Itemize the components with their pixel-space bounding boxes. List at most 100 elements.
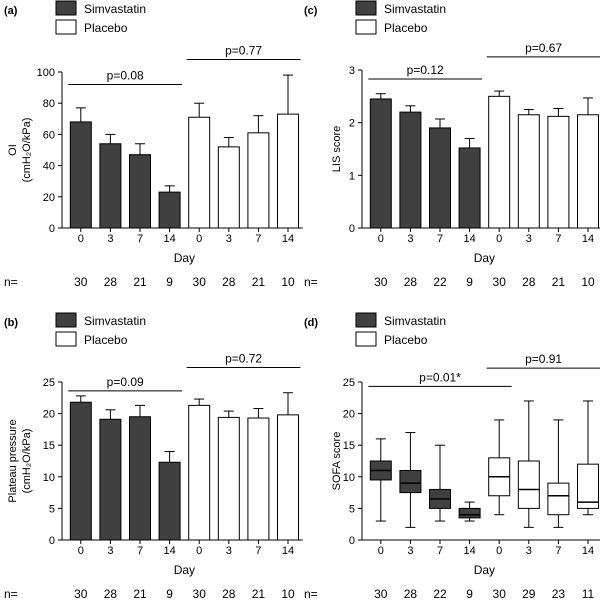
n-value: 9 — [466, 587, 473, 600]
p-value-label: p=0.09 — [107, 375, 144, 389]
y-tick-label: 0 — [349, 535, 355, 547]
y-tick-label: 0 — [349, 223, 355, 235]
x-tick-label: 14 — [163, 233, 175, 245]
y-axis-label: (cmH₂O/kPa) — [21, 118, 33, 183]
n-value: 30 — [374, 587, 388, 600]
x-tick-label: 3 — [107, 545, 113, 557]
x-tick-label: 0 — [196, 233, 202, 245]
n-value: 9 — [166, 275, 173, 289]
x-tick-label: 0 — [378, 545, 384, 557]
y-tick-label: 1 — [349, 170, 355, 182]
n-value: 30 — [74, 275, 88, 289]
y-tick-label: 60 — [43, 129, 55, 141]
x-tick-label: 0 — [78, 545, 84, 557]
n-value: 10 — [581, 275, 595, 289]
x-tick-label: 14 — [463, 233, 475, 245]
box-placebo-day-3 — [517, 460, 540, 509]
y-tick-label: 25 — [43, 377, 55, 389]
n-value: 22 — [433, 275, 447, 289]
legend-item-placebo: Placebo — [84, 333, 128, 347]
n-label: n= — [4, 275, 18, 289]
y-tick-label: 3 — [349, 65, 355, 77]
panel-d-sofa-score: (d) Simvastatin Placebo 0 5 10 15 20 25 SOFA scor… — [304, 312, 600, 600]
legend-item-simvastatin: Simvastatin — [384, 314, 446, 328]
bar-simvastatin-day-3 — [99, 143, 122, 229]
box-placebo-day-14 — [577, 463, 599, 509]
bar-simvastatin-day-7 — [129, 154, 151, 229]
bar-simvastatin-day-7 — [129, 416, 151, 541]
y-tick-label: 10 — [43, 472, 55, 484]
bar-simvastatin-day-14 — [458, 147, 481, 229]
x-axis-label: Day — [174, 563, 195, 577]
n-value: 30 — [493, 587, 507, 600]
p-value-label: p=0.91 — [525, 352, 562, 366]
n-value: 22 — [433, 587, 447, 600]
x-tick-label: 3 — [407, 545, 413, 557]
bar-simvastatin-day-0 — [69, 401, 92, 541]
x-tick-label: 14 — [582, 233, 594, 245]
y-axis-label: (cmH₂O/kPa) — [21, 429, 33, 494]
n-value: 28 — [404, 587, 418, 600]
bar-simvastatin-day-14 — [158, 191, 181, 229]
n-label: n= — [304, 587, 318, 600]
n-value: 28 — [104, 275, 118, 289]
p-value-label: p=0.72 — [225, 351, 262, 365]
x-tick-label: 0 — [378, 233, 384, 245]
box-placebo-day-7 — [547, 482, 570, 516]
x-tick-label: 3 — [107, 233, 113, 245]
y-tick-label: 2 — [349, 118, 355, 130]
n-value: 10 — [281, 275, 295, 289]
panel-letter: (b) — [4, 317, 18, 329]
n-value: 30 — [74, 587, 88, 600]
y-tick-label: 25 — [343, 377, 355, 389]
y-tick-label: 10 — [343, 472, 355, 484]
bar-placebo-day-7 — [247, 132, 270, 229]
bar-placebo-day-0 — [188, 116, 211, 229]
x-tick-label: 3 — [526, 233, 532, 245]
n-value: 21 — [133, 275, 147, 289]
bar-placebo-day-14 — [577, 114, 599, 229]
y-axis-label: LIS score — [331, 126, 343, 172]
x-tick-label: 7 — [555, 233, 561, 245]
legend-item-simvastatin-swatch — [55, 312, 77, 328]
legend-item-placebo-swatch — [55, 331, 77, 347]
bar-simvastatin-day-7 — [429, 127, 451, 229]
x-tick-label: 7 — [437, 545, 443, 557]
y-tick-label: 15 — [43, 440, 55, 452]
bar-simvastatin-day-0 — [69, 121, 92, 229]
n-value: 30 — [193, 587, 207, 600]
x-axis-label: Day — [174, 251, 195, 265]
y-axis-label: Plateau pressure — [7, 419, 19, 502]
y-tick-label: 0 — [49, 535, 55, 547]
x-tick-label: 7 — [437, 233, 443, 245]
bar-placebo-day-3 — [217, 146, 240, 229]
y-tick-label: 20 — [43, 192, 55, 204]
n-value: 30 — [193, 275, 207, 289]
x-tick-label: 7 — [137, 233, 143, 245]
x-tick-label: 14 — [582, 545, 594, 557]
y-tick-label: 100 — [37, 67, 55, 79]
y-tick-label: 0 — [49, 223, 55, 235]
panel-letter: (d) — [304, 317, 318, 329]
legend-item-placebo: Placebo — [84, 21, 128, 35]
bar-placebo-day-3 — [217, 416, 240, 541]
legend-item-simvastatin-swatch — [55, 0, 77, 16]
y-axis-label: OI — [7, 144, 19, 156]
y-axis-label: SOFA score — [331, 432, 343, 491]
legend-item-placebo-swatch — [355, 331, 377, 347]
n-value: 21 — [252, 587, 266, 600]
legend-item-placebo-swatch — [355, 19, 377, 35]
box-simvastatin-day-3 — [399, 469, 422, 494]
panel-b-plateau-pressure: (b) Simvastatin Placebo 0 5 10 15 20 25 Plateau p… — [4, 312, 303, 600]
n-value: 28 — [104, 587, 118, 600]
x-tick-label: 14 — [282, 545, 294, 557]
x-tick-label: 14 — [463, 545, 475, 557]
n-value: 28 — [404, 275, 418, 289]
p-value-label: p=0.08 — [107, 68, 144, 82]
bar-simvastatin-day-3 — [99, 418, 122, 541]
x-tick-label: 7 — [255, 545, 261, 557]
box-simvastatin-day-14 — [458, 507, 481, 519]
bar-placebo-day-0 — [488, 95, 511, 229]
